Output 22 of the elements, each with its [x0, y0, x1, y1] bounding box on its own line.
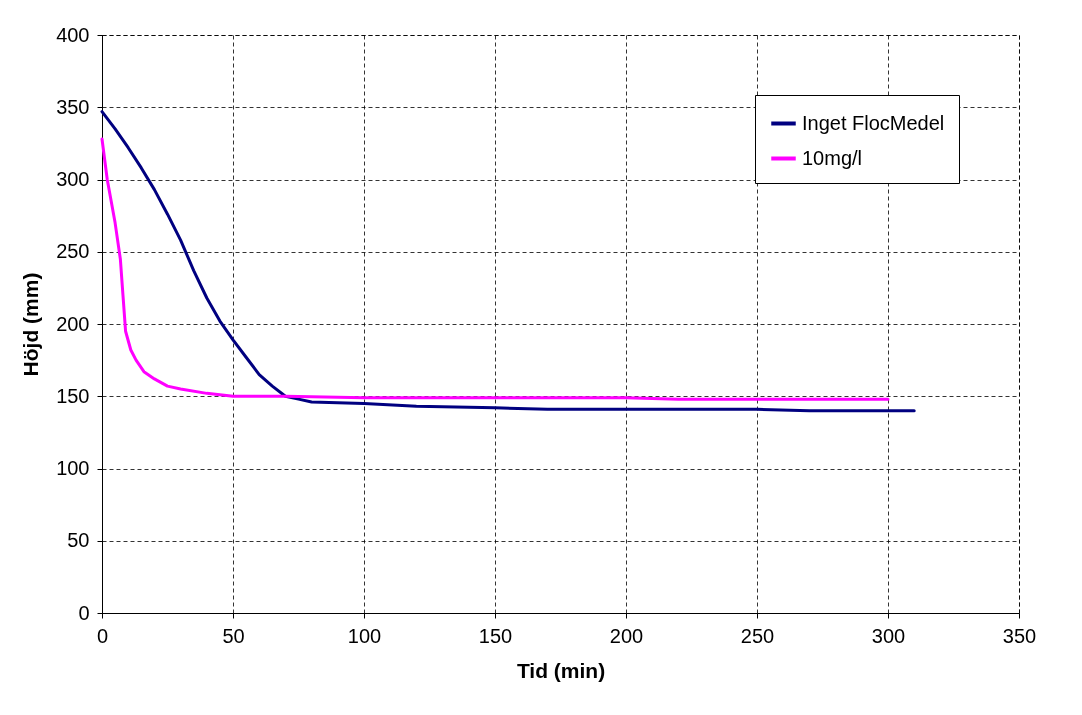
y-tick-label: 0 [78, 601, 90, 624]
y-tick-label: 100 [56, 457, 90, 479]
legend-label: Inget FlocMedel [802, 111, 945, 134]
y-axis-title: Höjd (mm) [19, 272, 43, 377]
line-series [100, 137, 890, 401]
y-tick-label: 150 [56, 384, 90, 407]
legend-label: 10mg/l [802, 146, 863, 169]
x-tick-label: 200 [609, 624, 644, 647]
x-tick-label: 150 [478, 624, 513, 647]
x-axis-title: Tid (min) [516, 658, 606, 682]
y-tick-label: 200 [56, 312, 90, 335]
y-tick-label: 50 [67, 529, 90, 552]
x-tick-label: 350 [1002, 624, 1037, 647]
x-tick-label: 0 [96, 624, 109, 647]
x-tick-label: 300 [871, 624, 906, 647]
x-tick-label: 50 [222, 624, 245, 647]
x-tick-label: 250 [740, 624, 775, 647]
y-tick-label: 350 [56, 95, 90, 118]
y-tick-label: 250 [56, 240, 90, 263]
y-tick-label: 300 [56, 168, 90, 190]
y-tick-label: 400 [56, 23, 90, 46]
x-tick-label: 100 [347, 624, 382, 647]
